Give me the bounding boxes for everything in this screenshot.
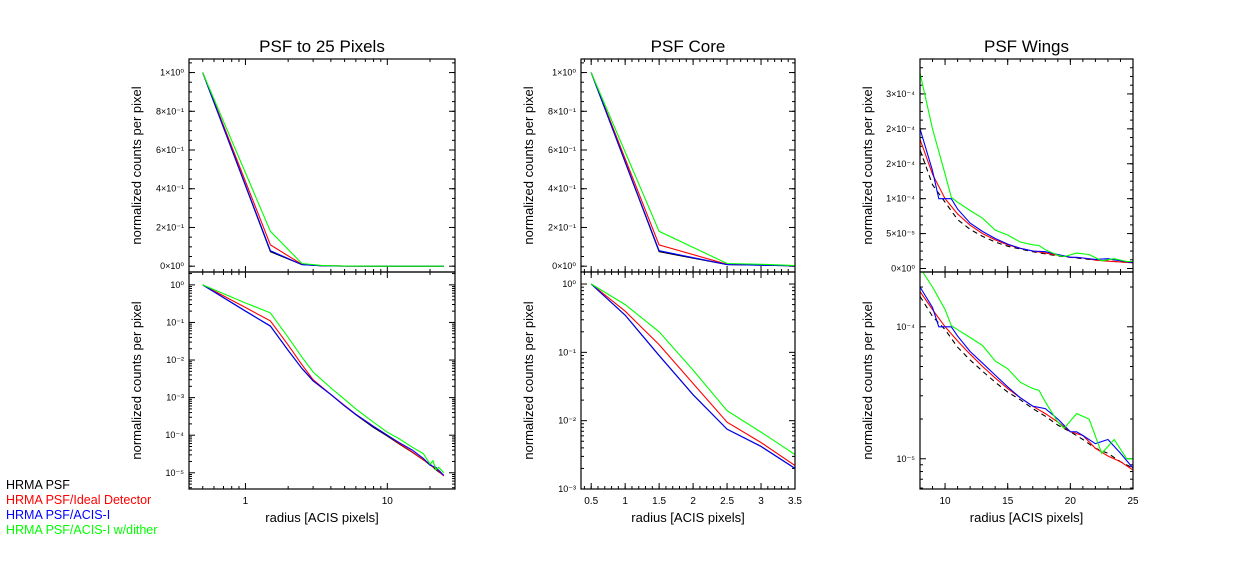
core-log-ytick-label-1: 10⁻¹ — [558, 347, 576, 357]
psf25-linear-series-hrma-psf — [202, 72, 444, 267]
core-linear-ytick-label-0: 0×10⁰ — [552, 261, 576, 271]
core-linear-ylabel: normalized counts per pixel — [521, 86, 536, 244]
wings-log-xtick-label-3: 25 — [1127, 496, 1139, 507]
wings-log-ytick-label-0: 10⁻⁴ — [896, 322, 915, 332]
psf25-log-ytick-label-5: 10⁻⁵ — [166, 468, 185, 478]
wings-linear-ytick-label-2: 1×10⁻⁴ — [886, 194, 915, 204]
wings-linear-ylabel: normalized counts per pixel — [860, 86, 875, 244]
core-log-xtick-label-3: 2 — [690, 496, 696, 507]
core-log-ytick-label-2: 10⁻² — [558, 416, 576, 426]
wings-linear-title: PSF Wings — [984, 37, 1069, 56]
wings-log-ytick-label-1: 10⁻⁵ — [897, 454, 916, 464]
core-log-xtick-label-4: 2.5 — [720, 496, 734, 507]
core-log-xtick-label-2: 1.5 — [652, 496, 666, 507]
wings-log-xtick-label-0: 10 — [939, 496, 951, 507]
core-log-ytick-label-0: 10⁰ — [562, 279, 576, 289]
psf25-log-xtick-label-1: 10 — [382, 496, 394, 507]
core-linear-ytick-label-1: 2×10⁻¹ — [548, 222, 576, 232]
legend-entry-acis-i: HRMA PSF/ACIS-I — [6, 508, 111, 522]
core-log-xtick-label-1: 1 — [622, 496, 628, 507]
legend-entry-hrma-psf: HRMA PSF — [6, 478, 70, 492]
core-log-xtick-label-5: 3 — [758, 496, 764, 507]
wings-linear-series-hrma-psf-acis-i-w-dither — [920, 72, 1133, 263]
core-linear-ytick-label-5: 1×10⁰ — [552, 68, 576, 78]
wings-log-xlabel: radius [ACIS pixels] — [970, 510, 1083, 525]
psf25-log-ytick-label-0: 10⁰ — [170, 280, 184, 290]
psf25-log-ytick-label-1: 10⁻¹ — [166, 317, 184, 327]
psf25-log-frame — [188, 271, 456, 490]
psf25-log-ytick-label-4: 10⁻⁴ — [165, 430, 184, 440]
psf25-log-ytick-label-3: 10⁻³ — [166, 393, 184, 403]
core-log-xtick-label-0: 0.5 — [584, 496, 598, 507]
psf25-linear-title: PSF to 25 Pixels — [259, 37, 385, 56]
legend-entry-ideal-detector: HRMA PSF/Ideal Detector — [6, 493, 152, 507]
psf25-linear-ytick-label-3: 6×10⁻¹ — [156, 145, 184, 155]
core-log-xlabel: radius [ACIS pixels] — [631, 510, 744, 525]
core-linear-series-hrma-psf — [590, 72, 795, 267]
core-log-ylabel: normalized counts per pixel — [521, 301, 536, 459]
core-linear-series-hrma-psf-ideal-detector — [590, 72, 795, 267]
wings-linear-frame — [919, 58, 1134, 273]
wings-linear-ytick-label-4: 2×10⁻⁴ — [886, 124, 915, 134]
psf25-log-xlabel: radius [ACIS pixels] — [265, 510, 378, 525]
wings-linear-series-hrma-psf-acis-i — [920, 128, 1133, 264]
legend: HRMA PSF HRMA PSF/Ideal Detector HRMA PS… — [6, 478, 157, 538]
core-log-xtick-label-6: 3.5 — [788, 496, 802, 507]
core-log-frame — [580, 271, 796, 490]
psf25-log-ylabel: normalized counts per pixel — [129, 301, 144, 459]
wings-log-series-hrma-psf-ideal-detector — [920, 291, 1133, 471]
legend-entry-acis-i-dither: HRMA PSF/ACIS-I w/dither — [6, 523, 158, 537]
psf25-linear-series-hrma-psf-acis-i-w-dither — [202, 72, 444, 267]
wings-linear-ytick-label-1: 5×10⁻⁵ — [886, 229, 915, 239]
psf25-linear-ylabel: normalized counts per pixel — [129, 86, 144, 244]
psf25-linear-ytick-label-4: 8×10⁻¹ — [156, 106, 184, 116]
psf25-linear-ytick-label-2: 4×10⁻¹ — [156, 184, 184, 194]
core-linear-ytick-label-2: 4×10⁻¹ — [548, 184, 576, 194]
wings-linear-series-hrma-psf-ideal-detector — [920, 139, 1133, 264]
core-linear-series-hrma-psf-acis-i-w-dither — [590, 72, 795, 267]
wings-log-series-hrma-psf-acis-i-w-dither — [922, 272, 1133, 460]
wings-linear-series-hrma-psf — [920, 149, 1133, 264]
wings-linear-ytick-label-5: 3×10⁻⁴ — [886, 89, 915, 99]
wings-linear-ytick-label-3: 2×10⁻⁴ — [886, 159, 915, 169]
wings-linear-ytick-label-0: 0×10⁰ — [891, 264, 915, 274]
wings-log-ylabel: normalized counts per pixel — [860, 301, 875, 459]
core-log-series-hrma-psf-acis-i — [590, 283, 795, 469]
core-log-series-hrma-psf-acis-i-w-dither — [590, 283, 795, 455]
core-log-ytick-label-3: 10⁻³ — [558, 484, 576, 494]
core-linear-ytick-label-4: 8×10⁻¹ — [548, 106, 576, 116]
psf25-log-series-hrma-psf-acis-i — [202, 284, 445, 476]
psf25-log-series-hrma-psf-acis-i-w-dither — [202, 284, 445, 474]
psf25-linear-ytick-label-0: 0×10⁰ — [160, 261, 184, 271]
core-linear-title: PSF Core — [651, 37, 726, 56]
core-linear-series-hrma-psf-acis-i — [590, 72, 795, 267]
psf25-log-xtick-label-0: 1 — [243, 496, 249, 507]
core-log-series-hrma-psf-ideal-detector — [590, 283, 795, 467]
core-linear-frame — [580, 58, 796, 273]
wings-log-frame — [919, 271, 1134, 490]
psf25-log-ytick-label-2: 10⁻² — [166, 355, 184, 365]
wings-log-xtick-label-1: 15 — [1002, 496, 1014, 507]
psf25-linear-ytick-label-5: 1×10⁰ — [160, 68, 184, 78]
wings-log-series-hrma-psf-acis-i — [920, 286, 1133, 469]
core-linear-ytick-label-3: 6×10⁻¹ — [548, 145, 576, 155]
psf25-linear-ytick-label-1: 2×10⁻¹ — [156, 222, 184, 232]
psf25-linear-frame — [188, 58, 456, 273]
wings-log-xtick-label-2: 20 — [1065, 496, 1077, 507]
